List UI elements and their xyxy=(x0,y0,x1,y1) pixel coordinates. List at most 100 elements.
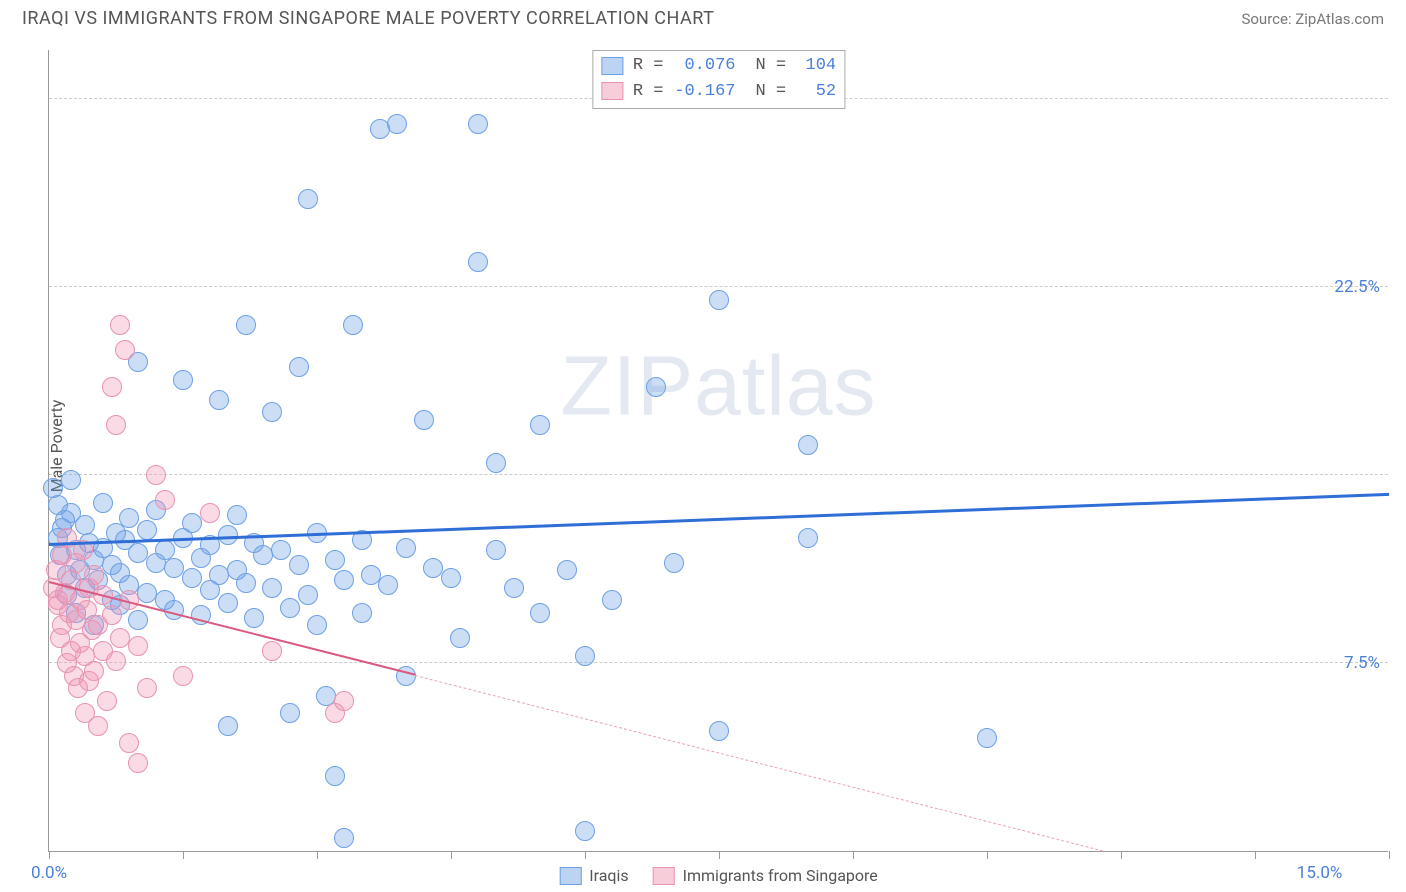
data-point xyxy=(106,651,126,671)
data-point xyxy=(182,513,202,533)
data-point xyxy=(173,666,193,686)
data-point xyxy=(709,721,729,741)
data-point xyxy=(119,508,139,528)
data-point xyxy=(334,691,354,711)
data-point xyxy=(334,828,354,848)
x-tick xyxy=(853,851,854,859)
data-point xyxy=(155,490,175,510)
data-point xyxy=(128,543,148,563)
data-point xyxy=(102,377,122,397)
data-point xyxy=(182,568,202,588)
gridline xyxy=(49,662,1388,663)
x-tick-label: 15.0% xyxy=(1297,863,1343,883)
data-point xyxy=(262,578,282,598)
data-point xyxy=(244,608,264,628)
x-tick xyxy=(1255,851,1256,859)
r-value: -0.167 xyxy=(674,79,736,105)
data-point xyxy=(343,315,363,335)
r-label: R = xyxy=(633,53,664,79)
data-point xyxy=(977,728,997,748)
x-tick xyxy=(719,851,720,859)
data-point xyxy=(280,703,300,723)
n-value: 52 xyxy=(796,79,836,105)
x-tick xyxy=(585,851,586,859)
data-point xyxy=(280,598,300,618)
chart-title: IRAQI VS IMMIGRANTS FROM SINGAPORE MALE … xyxy=(22,8,714,29)
n-label: N = xyxy=(756,53,787,79)
x-tick-label: 0.0% xyxy=(31,863,67,883)
data-point xyxy=(798,435,818,455)
x-tick xyxy=(451,851,452,859)
data-point xyxy=(361,565,381,585)
data-point xyxy=(530,415,550,435)
data-point xyxy=(298,585,318,605)
data-point xyxy=(115,340,135,360)
x-tick xyxy=(1121,851,1122,859)
data-point xyxy=(93,493,113,513)
data-point xyxy=(486,540,506,560)
legend-label: Immigrants from Singapore xyxy=(683,866,878,885)
x-tick xyxy=(1389,851,1390,859)
data-point xyxy=(128,753,148,773)
data-point xyxy=(468,114,488,134)
data-point xyxy=(396,538,416,558)
data-point xyxy=(262,641,282,661)
r-label: R = xyxy=(633,79,664,105)
legend-swatch-icon xyxy=(601,82,623,100)
data-point xyxy=(88,716,108,736)
y-tick-label: 22.5% xyxy=(1334,277,1380,297)
data-point xyxy=(486,453,506,473)
data-point xyxy=(557,560,577,580)
data-point xyxy=(128,636,148,656)
data-point xyxy=(271,540,291,560)
x-tick xyxy=(183,851,184,859)
data-point xyxy=(441,568,461,588)
trend-line xyxy=(49,493,1389,546)
data-point xyxy=(450,628,470,648)
data-point xyxy=(173,370,193,390)
data-point xyxy=(468,252,488,272)
data-point xyxy=(414,410,434,430)
data-point xyxy=(262,402,282,422)
data-point xyxy=(396,666,416,686)
data-point xyxy=(164,558,184,578)
chart-header: IRAQI VS IMMIGRANTS FROM SINGAPORE MALE … xyxy=(0,0,1406,35)
data-point xyxy=(352,603,372,623)
data-point xyxy=(97,691,117,711)
data-point xyxy=(298,189,318,209)
data-point xyxy=(236,573,256,593)
data-point xyxy=(236,315,256,335)
series-legend: Iraqis Immigrants from Singapore xyxy=(559,866,878,885)
data-point xyxy=(218,593,238,613)
data-point xyxy=(423,558,443,578)
gridline xyxy=(49,286,1388,287)
scatter-chart: ZIPatlas 7.5%22.5%0.0%15.0%R =0.076N =10… xyxy=(48,50,1388,852)
data-point xyxy=(530,603,550,623)
x-tick xyxy=(49,851,50,859)
data-point xyxy=(119,733,139,753)
legend-label: Iraqis xyxy=(589,866,628,885)
data-point xyxy=(387,114,407,134)
data-point xyxy=(102,605,122,625)
data-point xyxy=(218,716,238,736)
data-point xyxy=(334,570,354,590)
data-point xyxy=(664,553,684,573)
data-point xyxy=(106,415,126,435)
data-point xyxy=(575,821,595,841)
x-tick xyxy=(987,851,988,859)
data-point xyxy=(709,290,729,310)
x-tick xyxy=(317,851,318,859)
chart-source: Source: ZipAtlas.com xyxy=(1241,10,1384,28)
legend-swatch-icon xyxy=(601,57,623,75)
data-point xyxy=(575,646,595,666)
data-point xyxy=(325,550,345,570)
r-value: 0.076 xyxy=(674,53,736,79)
data-point xyxy=(798,528,818,548)
legend-item: Immigrants from Singapore xyxy=(653,866,878,885)
data-point xyxy=(646,377,666,397)
y-tick-label: 7.5% xyxy=(1344,653,1380,673)
data-point xyxy=(209,390,229,410)
n-value: 104 xyxy=(796,53,836,79)
data-point xyxy=(110,315,130,335)
gridline xyxy=(49,474,1388,475)
